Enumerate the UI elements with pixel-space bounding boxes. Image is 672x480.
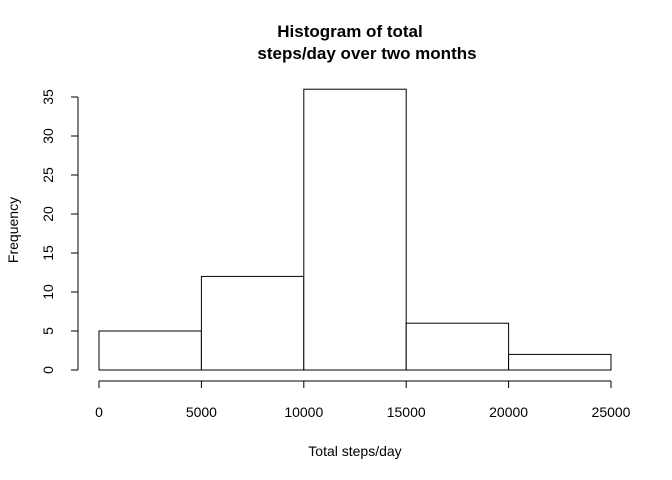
y-tick-label: 5 bbox=[40, 327, 56, 335]
x-tick-label: 20000 bbox=[489, 404, 528, 420]
y-tick-label: 0 bbox=[40, 366, 56, 374]
histogram-bar-3 bbox=[303, 88, 407, 371]
x-tick-label: 15000 bbox=[387, 404, 426, 420]
y-tick-label: 10 bbox=[40, 284, 56, 300]
y-tick-label: 35 bbox=[40, 89, 56, 105]
bars-group bbox=[98, 88, 612, 371]
x-tick-label: 5000 bbox=[186, 404, 217, 420]
y-tick-label: 25 bbox=[40, 167, 56, 183]
y-axis-label: Frequency bbox=[5, 197, 21, 263]
y-tick-label: 30 bbox=[40, 128, 56, 144]
x-tick-label: 10000 bbox=[284, 404, 323, 420]
histogram-bar-5 bbox=[508, 353, 612, 371]
chart-title-line-1: Histogram of total bbox=[277, 22, 422, 41]
y-tick-label: 20 bbox=[40, 206, 56, 222]
histogram-bar-4 bbox=[405, 322, 510, 371]
histogram-bar-1 bbox=[98, 330, 202, 371]
x-tick-label: 25000 bbox=[592, 404, 631, 420]
x-tick-label: 0 bbox=[95, 404, 103, 420]
x-axis-label: Total steps/day bbox=[308, 443, 401, 459]
histogram-bar-2 bbox=[200, 275, 305, 371]
y-tick-label: 15 bbox=[40, 245, 56, 261]
y-ticks-group: 0 5 10 15 20 25 30 35 bbox=[40, 89, 78, 374]
x-ticks-group: 0 5000 10000 15000 20000 25000 bbox=[95, 381, 631, 420]
chart-title-line-2: steps/day over two months bbox=[257, 44, 476, 63]
